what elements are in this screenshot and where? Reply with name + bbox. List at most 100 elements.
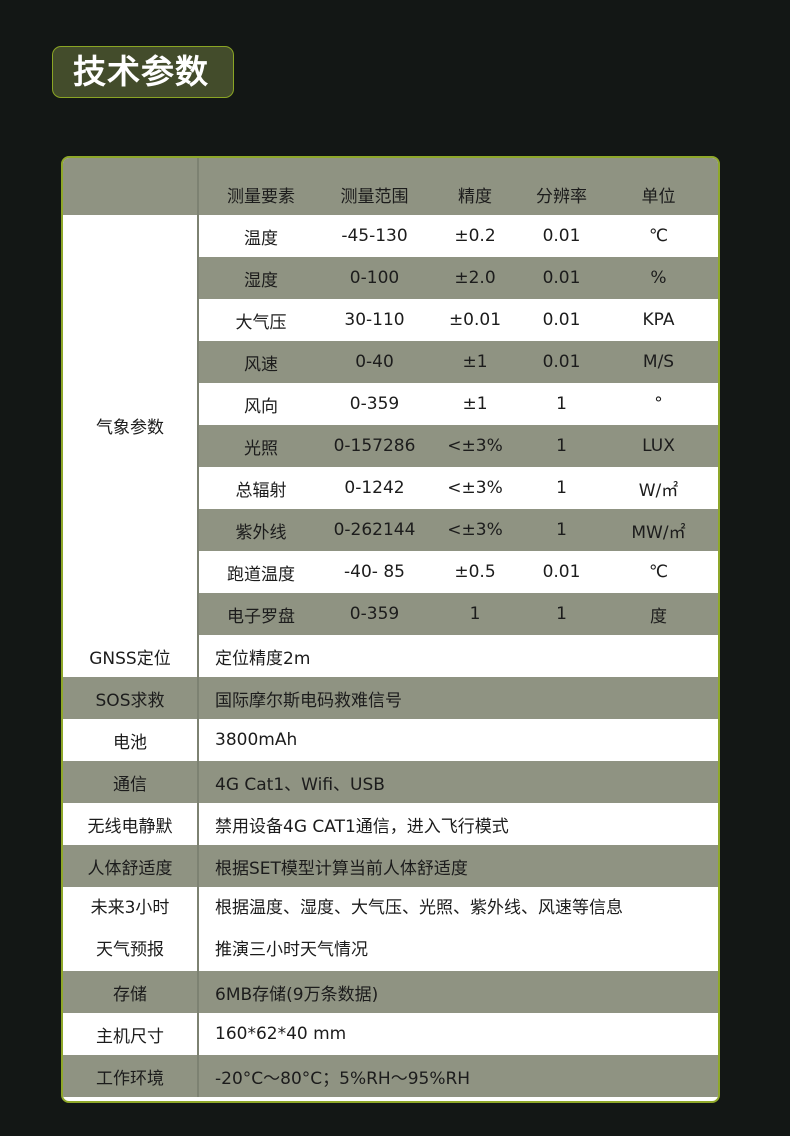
table-cell: KPA [642, 310, 675, 330]
spec-label: 人体舒适度 [63, 845, 199, 887]
table-cell: <±3% [447, 478, 503, 498]
table-cell: 大气压 [235, 312, 287, 333]
table-cell: -45-130 [341, 226, 408, 246]
spec-label: 未来3小时天气预报 [63, 887, 199, 971]
table-cell: 紫外线 [198, 509, 323, 551]
header-cell: 测量范围 [323, 158, 426, 215]
table-cell: 湿度 [198, 257, 323, 299]
table-cell: 0-359 [349, 394, 400, 414]
table-row: 气象参数 温度 -45-130 ±0.2 0.01 ℃ [63, 215, 718, 635]
header-cell: 分辨率 [524, 158, 599, 215]
table-row: 主机尺寸 160*62*40 mm [63, 1013, 718, 1055]
table-cell: % [599, 257, 718, 299]
table-cell: LUX [599, 425, 718, 467]
spec-table: 测量要素 测量范围 精度 分辨率 单位 气象参数 温度 -45-130 ±0.2 0.0… [61, 156, 720, 1103]
spec-value: 国际摩尔斯电码救难信号 [198, 677, 718, 719]
spec-value: 160*62*40 mm [215, 1024, 347, 1044]
table-cell: M/S [599, 341, 718, 383]
table-cell: 0.01 [524, 341, 599, 383]
table-cell: ° [654, 394, 663, 414]
table-row: 未来3小时 天气预报 根据温度、湿度、大气压、光照、紫外线、风速等信息 推演三小时天气… [63, 887, 718, 971]
table-cell: 0.01 [542, 310, 581, 330]
table-cell: 1 [556, 478, 567, 498]
table-row: 电池 3800mAh [63, 719, 718, 761]
spec-label: 通信 [63, 761, 199, 803]
header-cell: 精度 [426, 158, 524, 215]
table-cell: 风速 [198, 341, 323, 383]
table-row: 通信 4G Cat1、Wifi、USB [63, 761, 718, 803]
table-row: 光照 0-157286 <±3% 1 LUX [63, 425, 718, 467]
table-row: SOS求救 国际摩尔斯电码救难信号 [63, 677, 718, 719]
table-cell: 0.01 [542, 562, 581, 582]
table-cell: ±1 [462, 394, 488, 414]
table-cell: 0-100 [323, 257, 426, 299]
spec-label: 工作环境 [63, 1055, 199, 1097]
table-cell: 1 [524, 593, 599, 635]
table-row: 风速 0-40 ±1 0.01 M/S [63, 341, 718, 383]
spec-value: 禁用设备4G CAT1通信，进入飞行模式 [215, 816, 509, 837]
table-cell: 0-157286 [323, 425, 426, 467]
table-row: 无线电静默 禁用设备4G CAT1通信，进入飞行模式 [63, 803, 718, 845]
table-cell: ℃ [648, 226, 669, 246]
spec-value-line: 根据温度、湿度、大气压、光照、紫外线、风速等信息 [215, 898, 623, 918]
table-cell: 度 [599, 593, 718, 635]
spec-label: 电池 [63, 719, 199, 761]
table-cell: ±1 [426, 341, 524, 383]
header-empty [63, 158, 199, 215]
table-cell: -40- 85 [344, 562, 405, 582]
table-row: 大气压 30-110 ±0.01 0.01 KPA [63, 299, 718, 341]
spec-label: 存储 [63, 971, 199, 1013]
table-row: 电子罗盘 0-359 1 1 度 [63, 593, 718, 635]
table-row: 总辐射 0-1242 <±3% 1 W/㎡ [63, 467, 718, 509]
spec-label: 无线电静默 [63, 803, 199, 845]
table-cell: W/㎡ [638, 480, 679, 501]
spec-value: -20°C～80°C；5%RH～95%RH [198, 1055, 718, 1097]
table-cell: MW/㎡ [599, 509, 718, 551]
table-cell: 0-1242 [344, 478, 405, 498]
weather-group-label: 气象参数 [63, 215, 199, 635]
table-cell: 0-359 [323, 593, 426, 635]
table-header: 测量要素 测量范围 精度 分辨率 单位 [63, 158, 718, 215]
table-cell: 1 [556, 394, 567, 414]
table-cell: 电子罗盘 [198, 593, 323, 635]
table-row: 风向 0-359 ±1 1 ° [63, 383, 718, 425]
table-row: 跑道温度 -40- 85 ±0.5 0.01 ℃ [63, 551, 718, 593]
table-cell: 0.01 [542, 226, 581, 246]
spec-label: 主机尺寸 [63, 1013, 199, 1055]
table-cell: 光照 [198, 425, 323, 467]
table-cell: 1 [524, 509, 599, 551]
table-cell: 跑道温度 [227, 564, 295, 585]
table-row: 湿度 0-100 ±2.0 0.01% [63, 257, 718, 299]
spec-label: GNSS定位 [63, 635, 199, 677]
table-row: 存储 6MB存储(9万条数据) [63, 971, 718, 1013]
table-cell: 0.01 [524, 257, 599, 299]
spec-label: SOS求救 [63, 677, 199, 719]
table-cell: 0-262144 [323, 509, 426, 551]
table-cell: 1 [524, 425, 599, 467]
table-cell: ±0.01 [448, 310, 502, 330]
spec-value: 定位精度2m [215, 648, 311, 669]
table-cell: <±3% [426, 425, 524, 467]
table-row: 人体舒适度 根据SET模型计算当前人体舒适度 [63, 845, 718, 887]
table-cell: ±2.0 [426, 257, 524, 299]
table-cell: 总辐射 [235, 480, 287, 501]
table-row: 紫外线 0-262144 <±3% 1 MW/㎡ [63, 509, 718, 551]
table-cell: <±3% [426, 509, 524, 551]
header-cell: 单位 [599, 158, 718, 215]
table-cell: ±0.5 [454, 562, 496, 582]
table-cell: 0-40 [323, 341, 426, 383]
spec-value: 根据温度、湿度、大气压、光照、紫外线、风速等信息 推演三小时天气情况 [198, 887, 718, 971]
spec-label-line: 未来3小时 [90, 898, 170, 918]
table-cell: 风向 [244, 396, 278, 417]
spec-value-line: 推演三小时天气情况 [215, 940, 368, 960]
header-cell: 测量要素 [198, 158, 323, 215]
table-cell: 温度 [244, 228, 278, 249]
table-cell: 30-110 [344, 310, 405, 330]
spec-label-line: 天气预报 [96, 940, 164, 960]
spec-value: 3800mAh [215, 730, 298, 750]
table-row: 工作环境 -20°C～80°C；5%RH～95%RH [63, 1055, 718, 1097]
section-title: 技术参数 [52, 46, 234, 98]
spec-value: 根据SET模型计算当前人体舒适度 [198, 845, 718, 887]
table-cell: ℃ [648, 562, 669, 582]
table-cell: ±0.2 [454, 226, 496, 246]
